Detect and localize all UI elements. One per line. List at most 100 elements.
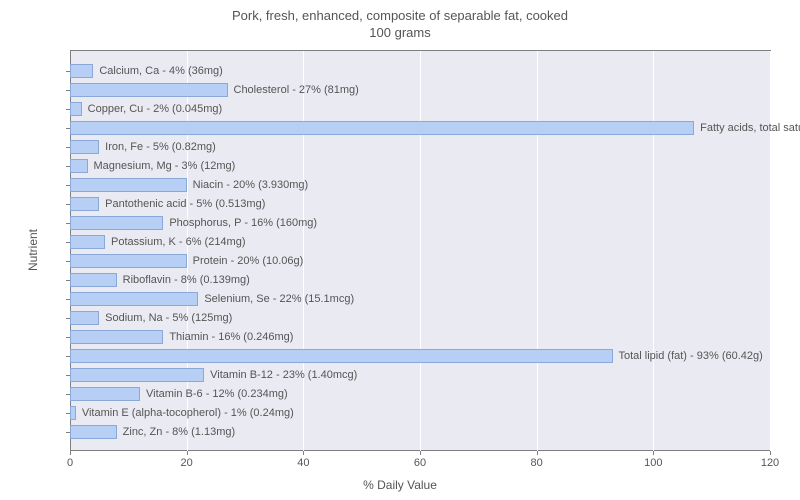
y-tick-mark [66,223,70,224]
bar-row: Vitamin B-6 - 12% (0.234mg) [70,387,288,401]
gridline [537,51,538,451]
y-tick-mark [66,109,70,110]
y-tick-mark [66,166,70,167]
y-tick-mark [66,432,70,433]
x-tick-label: 40 [297,457,309,469]
y-tick-mark [66,394,70,395]
x-tick-mark [303,451,304,455]
y-tick-mark [66,356,70,357]
y-tick-mark [66,261,70,262]
bar-label: Thiamin - 16% (0.246mg) [169,331,293,343]
bar-label: Riboflavin - 8% (0.139mg) [123,274,250,286]
bar-label: Iron, Fe - 5% (0.82mg) [105,141,216,153]
bar-row: Selenium, Se - 22% (15.1mcg) [70,292,354,306]
bar-row: Iron, Fe - 5% (0.82mg) [70,140,216,154]
chart-title-line2: 100 grams [369,25,430,40]
y-tick-mark [66,413,70,414]
bar-row: Phosphorus, P - 16% (160mg) [70,216,317,230]
gridline [770,51,771,451]
bar-label: Copper, Cu - 2% (0.045mg) [88,103,223,115]
bar [70,121,694,135]
bar-row: Potassium, K - 6% (214mg) [70,235,246,249]
x-tick-mark [537,451,538,455]
bar [70,349,613,363]
y-tick-mark [66,375,70,376]
y-tick-mark [66,242,70,243]
bar [70,254,187,268]
bar-row: Cholesterol - 27% (81mg) [70,83,359,97]
bar-label: Total lipid (fat) - 93% (60.42g) [619,350,763,362]
y-tick-mark [66,204,70,205]
bar-label: Niacin - 20% (3.930mg) [193,179,309,191]
bar-label: Selenium, Se - 22% (15.1mcg) [204,293,354,305]
y-tick-mark [66,71,70,72]
bar [70,273,117,287]
bar [70,311,99,325]
bar-row: Magnesium, Mg - 3% (12mg) [70,159,235,173]
bar-row: Fatty acids, total saturated - 107% (21.… [70,121,800,135]
x-tick-mark [420,451,421,455]
bar [70,368,204,382]
bar-label: Vitamin B-12 - 23% (1.40mcg) [210,369,357,381]
bar [70,216,163,230]
y-tick-mark [66,185,70,186]
x-tick-mark [770,451,771,455]
bar-row: Total lipid (fat) - 93% (60.42g) [70,349,763,363]
y-tick-mark [66,299,70,300]
bar-row: Vitamin B-12 - 23% (1.40mcg) [70,368,357,382]
chart-title-line1: Pork, fresh, enhanced, composite of sepa… [232,8,568,23]
bar [70,235,105,249]
x-tick-label: 0 [67,457,73,469]
bar [70,292,198,306]
bar-row: Riboflavin - 8% (0.139mg) [70,273,250,287]
plot-area: 020406080100120Calcium, Ca - 4% (36mg)Ch… [70,50,771,451]
x-tick-label: 120 [761,457,779,469]
bar [70,197,99,211]
bar [70,330,163,344]
bar-label: Cholesterol - 27% (81mg) [234,84,359,96]
nutrient-chart: Pork, fresh, enhanced, composite of sepa… [0,0,800,500]
y-axis-label: Nutrient [26,229,40,271]
bar-label: Magnesium, Mg - 3% (12mg) [94,160,236,172]
y-tick-mark [66,337,70,338]
gridline [420,51,421,451]
chart-title: Pork, fresh, enhanced, composite of sepa… [0,0,800,42]
bar-label: Protein - 20% (10.06g) [193,255,304,267]
bar-label: Fatty acids, total saturated - 107% (21.… [700,122,800,134]
x-tick-mark [653,451,654,455]
bar-row: Copper, Cu - 2% (0.045mg) [70,102,222,116]
y-tick-mark [66,128,70,129]
bar-label: Zinc, Zn - 8% (1.13mg) [123,426,235,438]
bar-label: Pantothenic acid - 5% (0.513mg) [105,198,265,210]
y-tick-mark [66,318,70,319]
bar-label: Vitamin E (alpha-tocopherol) - 1% (0.24m… [82,407,294,419]
bar-row: Sodium, Na - 5% (125mg) [70,311,232,325]
x-tick-mark [187,451,188,455]
x-tick-label: 80 [531,457,543,469]
bar [70,159,88,173]
bar-row: Protein - 20% (10.06g) [70,254,303,268]
bar [70,140,99,154]
bar-row: Calcium, Ca - 4% (36mg) [70,64,223,78]
x-tick-label: 20 [181,457,193,469]
bar-label: Potassium, K - 6% (214mg) [111,236,246,248]
bar-label: Calcium, Ca - 4% (36mg) [99,65,222,77]
bar [70,387,140,401]
gridline [653,51,654,451]
bar-row: Pantothenic acid - 5% (0.513mg) [70,197,265,211]
bar-label: Vitamin B-6 - 12% (0.234mg) [146,388,288,400]
y-tick-mark [66,147,70,148]
bar-row: Vitamin E (alpha-tocopherol) - 1% (0.24m… [70,406,294,420]
bar [70,83,228,97]
bar [70,425,117,439]
bar-row: Zinc, Zn - 8% (1.13mg) [70,425,235,439]
x-axis-label: % Daily Value [363,478,437,492]
x-tick-label: 100 [644,457,662,469]
y-tick-mark [66,280,70,281]
x-tick-mark [70,451,71,455]
bar [70,64,93,78]
bar-label: Sodium, Na - 5% (125mg) [105,312,232,324]
gridline [303,51,304,451]
y-tick-mark [66,90,70,91]
bar [70,178,187,192]
